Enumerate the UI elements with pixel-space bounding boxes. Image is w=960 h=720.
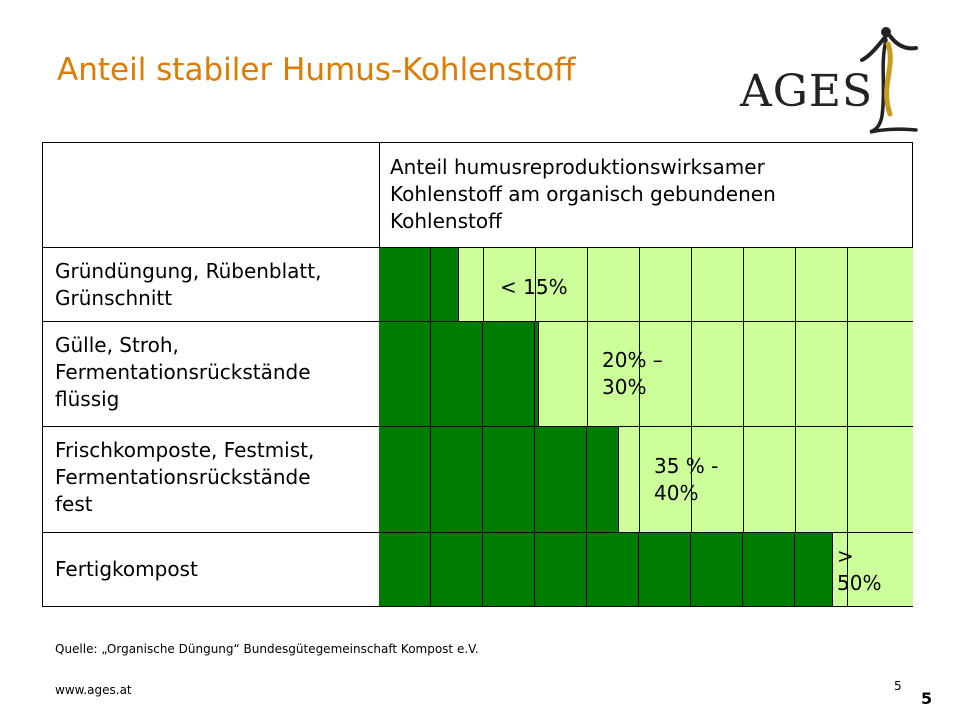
share-segment [639,533,691,606]
row-label: Gülle, Stroh, Fermentationsrückstände fl… [55,333,311,411]
share-segment [431,427,483,532]
row-label: Fertigkompost [55,557,198,581]
share-value: 20% – 30% [602,348,663,399]
share-segment [483,322,535,426]
header-cell: Anteil humusreproduktionswirksamer Kohle… [390,155,776,233]
share-segment [379,322,431,426]
grid-tick [847,322,848,426]
share-value: > 50% [837,544,882,595]
share-segment [483,427,535,532]
grid-tick [691,322,692,426]
share-bar [379,427,913,532]
share-segment [535,427,587,532]
share-segment [431,248,459,321]
source-note: Quelle: „Organische Düngung“ Bundesgüteg… [55,642,479,656]
grid-tick [847,427,848,532]
grid-tick [639,427,640,532]
ages-logo: AGES [738,26,922,136]
grid-tick [691,427,692,532]
share-segment [743,533,795,606]
grid-tick [795,322,796,426]
logo-text: AGES [740,66,874,117]
share-bar [379,533,913,606]
row-divider [42,532,913,533]
grid-tick [639,248,640,321]
row-label: Gründüngung, Rübenblatt, Grünschnitt [55,259,322,310]
row-divider [42,247,913,248]
row-divider [42,321,913,322]
page-title: Anteil stabiler Humus-Kohlenstoff [57,52,576,88]
share-bar [379,322,913,426]
share-segment [587,427,619,532]
grid-tick [847,248,848,321]
share-segment [379,248,431,321]
share-segment [379,427,431,532]
share-segment [535,533,587,606]
grid-tick [587,248,588,321]
grid-tick [795,427,796,532]
slide-number: 5 [894,679,902,693]
share-segment [431,322,483,426]
grid-tick [691,248,692,321]
grid-tick [795,248,796,321]
grid-tick [743,322,744,426]
grid-tick [639,322,640,426]
share-value: 35 % - 40% [654,454,719,505]
grid-tick [587,322,588,426]
share-segment [535,322,539,426]
share-segment [587,533,639,606]
grid-tick [483,248,484,321]
grid-tick [535,248,536,321]
share-segment [483,533,535,606]
share-segment [379,533,431,606]
page-number: 5 [921,689,933,708]
human-figure-icon [860,27,918,134]
share-value: < 15% [500,275,568,299]
share-bar [379,248,913,321]
humus-table: Anteil humusreproduktionswirksamer Kohle… [42,142,913,607]
row-label: Frischkomposte, Festmist, Fermentationsr… [55,438,315,516]
grid-tick [847,533,848,606]
footer-url: www.ages.at [55,683,132,697]
table-border-left [42,142,43,607]
table-border-top [42,142,913,143]
share-segment [431,533,483,606]
table-border-bottom [42,606,913,607]
share-segment [795,533,833,606]
grid-tick [743,248,744,321]
share-segment [691,533,743,606]
grid-tick [743,427,744,532]
row-divider [42,426,913,427]
